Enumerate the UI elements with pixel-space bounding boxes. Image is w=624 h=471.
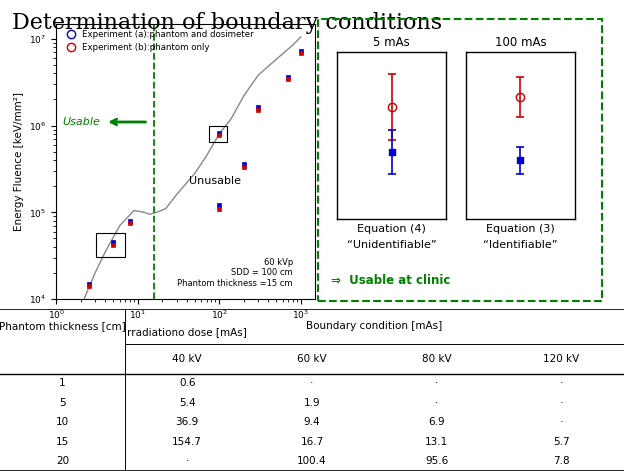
Text: ·: ·: [560, 417, 563, 427]
Text: ⇒  Usable at clinic: ⇒ Usable at clinic: [331, 274, 450, 287]
Text: 60 kVp
SDD = 100 cm
Phantom thickness =15 cm: 60 kVp SDD = 100 cm Phantom thickness =1…: [177, 258, 293, 288]
Bar: [209, 126, 227, 142]
Text: ·: ·: [435, 398, 439, 408]
Text: ·: ·: [185, 456, 189, 466]
Text: 154.7: 154.7: [172, 437, 202, 447]
Text: 80 kV: 80 kV: [422, 354, 452, 364]
Text: 1: 1: [59, 378, 66, 388]
Text: 5 mAs: 5 mAs: [373, 36, 410, 49]
Y-axis label: Energy Fluence [keV/mm²]: Energy Fluence [keV/mm²]: [14, 92, 24, 231]
Text: 36.9: 36.9: [175, 417, 199, 427]
Text: “Identifiable”: “Identifiable”: [483, 240, 558, 250]
Text: 1.9: 1.9: [304, 398, 320, 408]
Text: Equation (3): Equation (3): [486, 224, 555, 234]
Text: 13.1: 13.1: [425, 437, 449, 447]
Text: 40 kV: 40 kV: [172, 354, 202, 364]
Text: Phantom thickness [cm]: Phantom thickness [cm]: [0, 321, 126, 332]
Legend: Experiment (a):phantom and dosimeter, Experiment (b):phantom only: Experiment (a):phantom and dosimeter, Ex…: [61, 28, 255, 54]
Text: 5: 5: [59, 398, 66, 408]
Text: 10: 10: [56, 417, 69, 427]
Text: 15: 15: [56, 437, 69, 447]
Text: 100.4: 100.4: [297, 456, 327, 466]
Text: 16.7: 16.7: [300, 437, 324, 447]
Text: 5.4: 5.4: [179, 398, 195, 408]
Text: 7.8: 7.8: [553, 456, 570, 466]
X-axis label: Irradiationo dose [mAs]: Irradiationo dose [mAs]: [124, 327, 247, 337]
Text: ·: ·: [560, 398, 563, 408]
Text: 9.4: 9.4: [304, 417, 320, 427]
Text: Usable: Usable: [62, 117, 100, 127]
Text: 0.6: 0.6: [179, 378, 195, 388]
Text: 20: 20: [56, 456, 69, 466]
Text: 120 kV: 120 kV: [544, 354, 580, 364]
Text: ·: ·: [560, 378, 563, 388]
Text: 95.6: 95.6: [425, 456, 449, 466]
Text: ·: ·: [435, 378, 439, 388]
Text: “Unidentifiable”: “Unidentifiable”: [347, 240, 436, 250]
Bar: [96, 233, 125, 257]
Text: Unusable: Unusable: [190, 176, 241, 186]
Text: 5.7: 5.7: [553, 437, 570, 447]
Text: Determination of boundary conditions: Determination of boundary conditions: [12, 12, 442, 34]
Text: Equation (4): Equation (4): [357, 224, 426, 234]
Text: 60 kV: 60 kV: [297, 354, 327, 364]
Text: 100 mAs: 100 mAs: [495, 36, 546, 49]
Text: ·: ·: [310, 378, 314, 388]
Text: 6.9: 6.9: [429, 417, 445, 427]
Text: Boundary condition [mAs]: Boundary condition [mAs]: [306, 321, 442, 332]
